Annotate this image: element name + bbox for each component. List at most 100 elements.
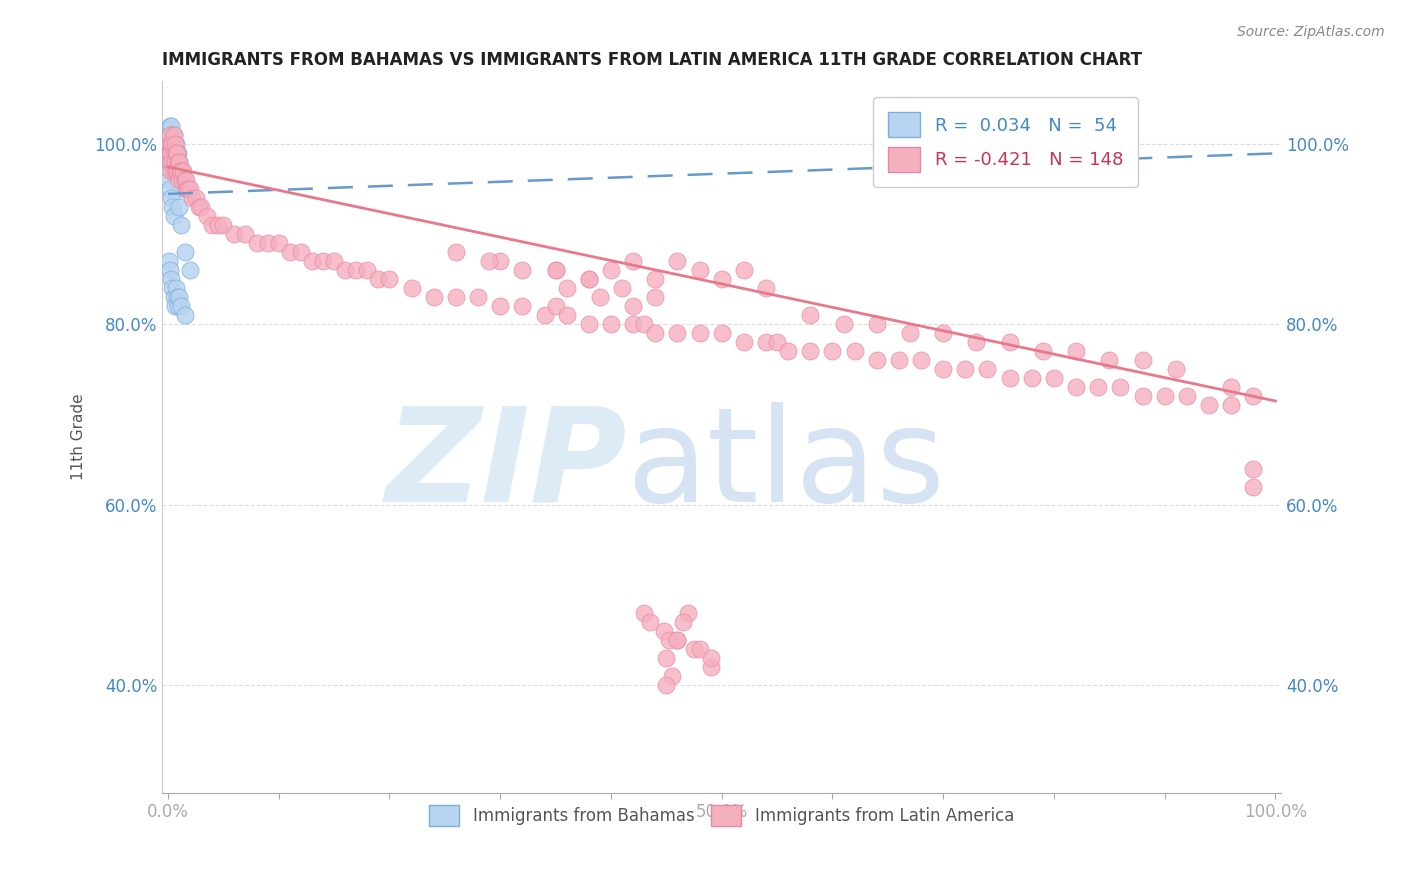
- Point: [165, 155, 187, 169]
- Point: [173, 182, 195, 196]
- Point: [666, 632, 689, 647]
- Point: [444, 245, 467, 260]
- Point: [166, 146, 188, 161]
- Point: [165, 146, 187, 161]
- Point: [644, 272, 666, 286]
- Point: [655, 677, 678, 691]
- Point: [170, 219, 193, 233]
- Point: [1064, 380, 1087, 394]
- Point: [489, 300, 512, 314]
- Point: [633, 318, 655, 332]
- Point: [733, 263, 755, 277]
- Point: [159, 263, 181, 277]
- Point: [162, 137, 184, 152]
- Point: [172, 164, 194, 178]
- Point: [157, 137, 180, 152]
- Point: [159, 137, 181, 152]
- Point: [423, 290, 446, 304]
- Point: [179, 182, 201, 196]
- Point: [1153, 389, 1175, 403]
- Text: ZIP: ZIP: [385, 402, 627, 529]
- Point: [799, 309, 821, 323]
- Point: [666, 326, 689, 341]
- Point: [356, 263, 378, 277]
- Point: [159, 146, 181, 161]
- Point: [1220, 399, 1243, 413]
- Point: [621, 318, 644, 332]
- Point: [644, 290, 666, 304]
- Point: [173, 173, 195, 187]
- Point: [195, 210, 218, 224]
- Point: [1109, 380, 1132, 394]
- Point: [245, 236, 267, 251]
- Point: [672, 615, 695, 629]
- Point: [683, 641, 706, 656]
- Point: [166, 164, 188, 178]
- Point: [1021, 371, 1043, 385]
- Point: [157, 155, 180, 169]
- Point: [661, 668, 683, 682]
- Point: [766, 335, 789, 350]
- Point: [162, 164, 184, 178]
- Point: [167, 173, 190, 187]
- Point: [212, 219, 235, 233]
- Point: [174, 173, 197, 187]
- Point: [162, 164, 184, 178]
- Point: [160, 120, 183, 134]
- Point: [733, 335, 755, 350]
- Point: [489, 254, 512, 268]
- Point: [666, 632, 689, 647]
- Point: [160, 146, 183, 161]
- Point: [188, 201, 211, 215]
- Point: [799, 344, 821, 359]
- Point: [1043, 371, 1066, 385]
- Point: [166, 146, 188, 161]
- Point: [159, 182, 181, 196]
- Point: [162, 290, 184, 304]
- Point: [190, 201, 212, 215]
- Point: [162, 155, 184, 169]
- Point: [162, 128, 184, 143]
- Point: [159, 128, 181, 143]
- Point: [157, 137, 180, 152]
- Point: [162, 128, 184, 143]
- Point: [778, 344, 800, 359]
- Text: IMMIGRANTS FROM BAHAMAS VS IMMIGRANTS FROM LATIN AMERICA 11TH GRADE CORRELATION : IMMIGRANTS FROM BAHAMAS VS IMMIGRANTS FR…: [163, 51, 1143, 69]
- Point: [1241, 461, 1264, 475]
- Point: [323, 254, 346, 268]
- Point: [1164, 362, 1187, 376]
- Point: [478, 254, 501, 268]
- Point: [1241, 479, 1264, 493]
- Point: [184, 191, 207, 205]
- Point: [160, 272, 183, 286]
- Point: [160, 137, 183, 152]
- Point: [657, 632, 679, 647]
- Point: [165, 137, 187, 152]
- Point: [976, 362, 998, 376]
- Point: [162, 281, 184, 295]
- Point: [444, 290, 467, 304]
- Point: [832, 318, 855, 332]
- Point: [1087, 380, 1109, 394]
- Point: [170, 173, 193, 187]
- Point: [167, 155, 190, 169]
- Point: [290, 245, 312, 260]
- Point: [167, 155, 190, 169]
- Point: [512, 300, 534, 314]
- Point: [166, 164, 188, 178]
- Point: [367, 272, 389, 286]
- Point: [866, 318, 889, 332]
- Point: [167, 290, 190, 304]
- Point: [844, 344, 866, 359]
- Point: [267, 236, 290, 251]
- Point: [555, 309, 578, 323]
- Point: [179, 263, 201, 277]
- Point: [163, 137, 186, 152]
- Point: [578, 272, 600, 286]
- Point: [610, 281, 633, 295]
- Point: [167, 300, 190, 314]
- Point: [467, 290, 489, 304]
- Point: [172, 164, 194, 178]
- Point: [166, 290, 188, 304]
- Point: [157, 146, 180, 161]
